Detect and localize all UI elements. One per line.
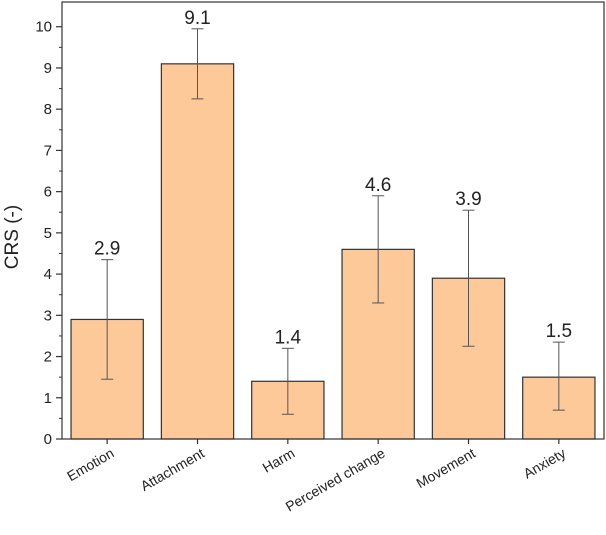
data-label-1: 9.1: [184, 8, 210, 29]
y-tick-label: 2: [44, 349, 52, 366]
y-tick-label: 5: [44, 225, 52, 242]
y-tick-label: 4: [44, 266, 52, 283]
y-axis-title: CRS (-): [2, 205, 23, 269]
category-label-0: Emotion: [64, 445, 116, 485]
data-label-4: 3.9: [455, 189, 481, 210]
y-tick-label: 9: [44, 60, 52, 77]
data-label-0: 2.9: [94, 239, 120, 260]
y-tick-label: 0: [44, 431, 52, 448]
category-label-3: Perceived change: [283, 445, 388, 515]
data-label-3: 4.6: [365, 175, 391, 196]
data-label-5: 1.5: [546, 321, 572, 342]
y-axis-ticks: 0 1 2 3 4 5 6 7 8 9 10: [35, 19, 62, 448]
y-tick-label: 1: [44, 390, 52, 407]
plot-frame: [61, 1, 605, 440]
y-tick-label: 8: [44, 101, 52, 118]
bar-1: [160, 63, 235, 440]
y-tick-label: 10: [35, 19, 52, 36]
y-tick-label: 6: [44, 184, 52, 201]
data-label-2: 1.4: [275, 327, 302, 348]
y-tick-label: 7: [44, 142, 52, 159]
category-label-2: Harm: [260, 445, 298, 476]
category-label-5: Anxiety: [521, 445, 569, 482]
bars: [70, 63, 596, 440]
category-label-4: Movement: [413, 445, 478, 492]
error-bars: [101, 28, 565, 415]
category-label-1: Attachment: [138, 445, 207, 494]
data-labels: 2.9 9.1 1.4 4.6 3.9 1.5: [94, 8, 572, 349]
y-tick-label: 3: [44, 307, 52, 324]
